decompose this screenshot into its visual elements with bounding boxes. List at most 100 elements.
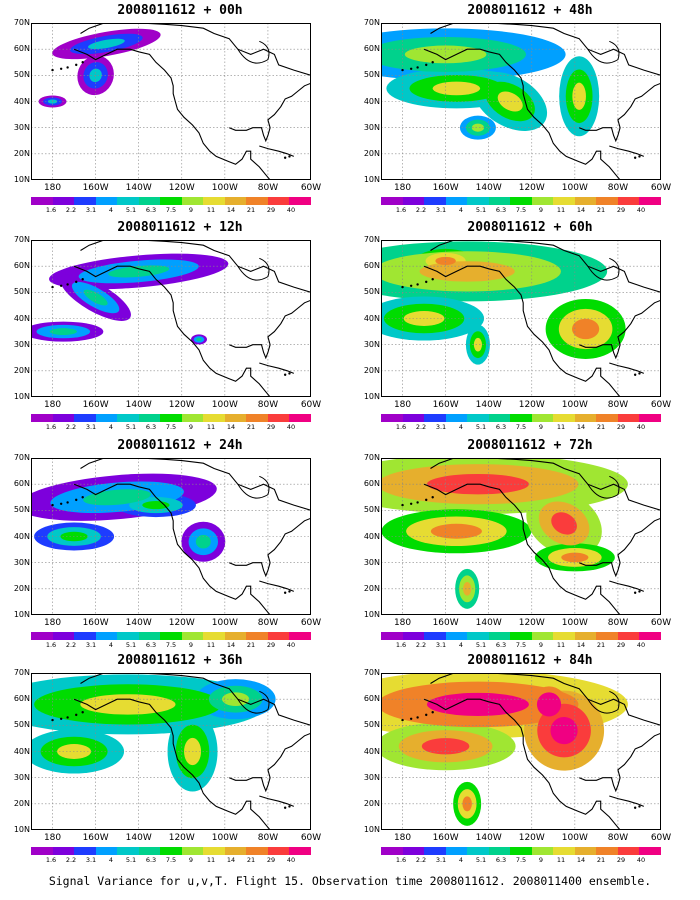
- colorbar-label: 3.1: [435, 641, 447, 649]
- colorbar-label: 11: [556, 856, 566, 864]
- longitude-label: 160W: [82, 618, 109, 628]
- coastline: [51, 23, 311, 180]
- longitude-label: 100W: [211, 400, 238, 410]
- longitude-label: 180: [393, 618, 412, 628]
- colorbar-swatch: [510, 847, 532, 855]
- colorbar-label: 29: [266, 206, 276, 214]
- latitude-label: 70N: [13, 668, 30, 677]
- colorbar-swatch: [445, 197, 468, 205]
- panel-title: 2008011612 + 24h: [117, 438, 243, 453]
- latitude-label: 60N: [13, 44, 30, 54]
- colorbar-label: 3.1: [85, 206, 97, 214]
- colorbar-label: 29: [616, 423, 626, 431]
- colorbar-swatch: [639, 632, 661, 640]
- colorbar-label: 9: [538, 856, 544, 864]
- colorbar-swatch: [289, 847, 311, 855]
- colorbar-label: 4: [108, 423, 114, 431]
- latitude-label: 20N: [363, 798, 380, 808]
- colorbar-label: 14: [226, 423, 236, 431]
- longitude-label: 140W: [125, 618, 152, 628]
- longitude-label: 120W: [168, 183, 195, 193]
- colorbar-label: 21: [246, 206, 256, 214]
- longitude-label: 140W: [475, 833, 502, 843]
- variance-fill: [38, 28, 161, 108]
- latitude-label: 50N: [13, 70, 30, 80]
- map-svg: [31, 673, 311, 830]
- colorbar-swatch: [224, 197, 247, 205]
- colorbar-label: 9: [538, 206, 544, 214]
- latitude-label: 70N: [363, 668, 380, 677]
- latitude-label: 30N: [363, 772, 380, 782]
- latitude-label: 30N: [363, 557, 380, 567]
- colorbar-label: 9: [538, 423, 544, 431]
- colorbar-swatch: [267, 414, 290, 422]
- colorbar-swatch: [510, 632, 532, 640]
- colorbar-label: 11: [206, 206, 216, 214]
- latitude-label: 60N: [363, 479, 380, 489]
- colorbar-swatch: [596, 632, 618, 640]
- colorbar-label: 6.3: [495, 206, 507, 214]
- longitude-label: 80W: [607, 618, 629, 628]
- colorbar-swatch: [596, 847, 618, 855]
- longitude-label: 100W: [561, 833, 588, 843]
- coastline: [401, 240, 661, 397]
- latitude-label: 70N: [13, 453, 30, 462]
- colorbar-swatch: [224, 414, 247, 422]
- colorbar-swatch: [138, 632, 161, 640]
- longitude-label: 160W: [432, 400, 459, 410]
- latitude-label: 60N: [363, 44, 380, 54]
- map-area: [31, 458, 311, 615]
- colorbar-label: 21: [596, 206, 606, 214]
- longitude-label: 140W: [125, 183, 152, 193]
- colorbar-label: 1.6: [395, 206, 407, 214]
- longitude-label: 120W: [518, 400, 545, 410]
- longitude-label: 60W: [650, 400, 672, 410]
- latitude-label: 20N: [363, 365, 380, 375]
- colorbar-swatch: [224, 847, 247, 855]
- map-svg: [381, 673, 661, 830]
- colorbar-label: 14: [576, 641, 586, 649]
- colorbar-swatch: [424, 847, 446, 855]
- longitude-label: 120W: [168, 400, 195, 410]
- longitude-label: 60W: [650, 183, 672, 193]
- longitude-label: 100W: [211, 833, 238, 843]
- colorbar-label: 29: [266, 641, 276, 649]
- latitude-label: 10N: [363, 825, 380, 834]
- colorbar-label: 21: [246, 641, 256, 649]
- latitude-label: 30N: [13, 339, 30, 349]
- colorbar-label: 11: [556, 423, 566, 431]
- colorbar-swatch: [531, 632, 554, 640]
- colorbar-swatch: [402, 632, 425, 640]
- colorbar-label: 9: [188, 206, 194, 214]
- colorbar-swatch: [510, 414, 532, 422]
- longitude-label: 140W: [125, 833, 152, 843]
- colorbar-swatch: [553, 197, 575, 205]
- latitude-label: 50N: [13, 505, 30, 515]
- colorbar-labels: 1.6 2.2 3.1 4 5.1 6.3 7.5 9 11 14 21 29 40: [381, 856, 661, 866]
- map-area: [31, 23, 311, 180]
- latitude-label: 40N: [13, 746, 30, 756]
- colorbar-label: 40: [636, 206, 646, 214]
- variance-fill: [381, 241, 626, 365]
- colorbar-swatch: [553, 847, 575, 855]
- latitude-label: 60N: [363, 261, 380, 271]
- colorbar-swatch: [445, 847, 468, 855]
- variance-fill: [381, 28, 600, 140]
- colorbar-label: 40: [286, 641, 296, 649]
- longitude-label: 120W: [168, 618, 195, 628]
- colorbar: [381, 632, 661, 640]
- colorbar-swatch: [181, 632, 204, 640]
- colorbar-labels: 1.6 2.2 3.1 4 5.1 6.3 7.5 9 11 14 21 29 40: [381, 641, 661, 651]
- longitude-label: 100W: [561, 183, 588, 193]
- map-area: [381, 673, 661, 830]
- longitude-label: 140W: [475, 183, 502, 193]
- latitude-label: 50N: [13, 287, 30, 297]
- colorbar-label: 29: [616, 641, 626, 649]
- colorbar-label: 29: [266, 856, 276, 864]
- colorbar-label: 2.2: [65, 206, 77, 214]
- map-area: [31, 673, 311, 830]
- colorbar: [31, 847, 311, 855]
- colorbar-label: 1.6: [45, 856, 57, 864]
- colorbar-labels: 1.6 2.2 3.1 4 5.1 6.3 7.5 9 11 14 21 29 40: [381, 206, 661, 216]
- colorbar-swatch: [203, 414, 225, 422]
